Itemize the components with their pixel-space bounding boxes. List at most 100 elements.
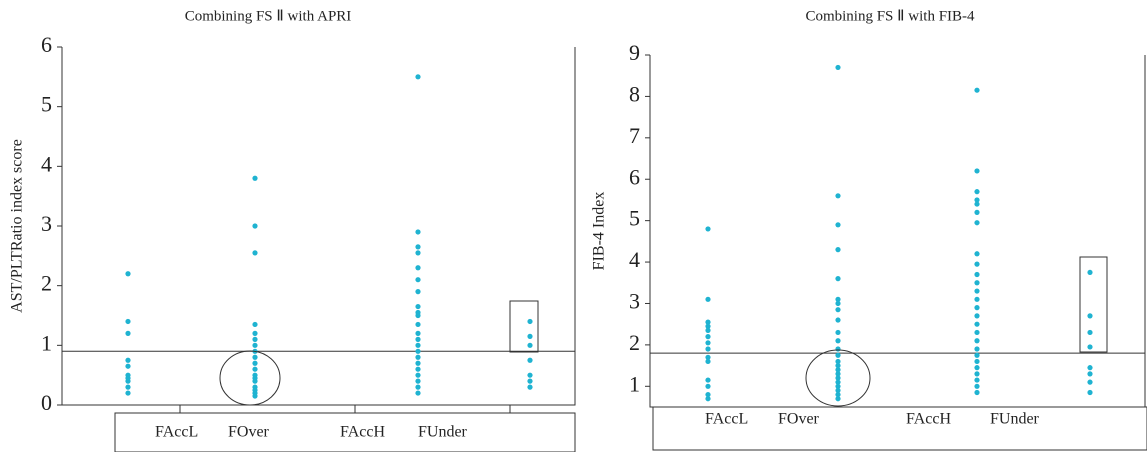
point bbox=[415, 74, 421, 80]
y-tick-label: 3 bbox=[41, 211, 52, 236]
highlight-ellipse bbox=[805, 349, 871, 407]
point bbox=[835, 346, 841, 352]
point bbox=[415, 336, 421, 342]
point bbox=[835, 387, 841, 394]
point bbox=[705, 334, 711, 340]
point bbox=[974, 313, 980, 319]
highlight-box bbox=[1079, 256, 1108, 353]
point bbox=[835, 396, 841, 402]
point bbox=[974, 383, 980, 389]
point bbox=[974, 296, 980, 302]
point bbox=[705, 377, 711, 383]
category-label: FUnder bbox=[990, 411, 1040, 428]
point bbox=[835, 362, 841, 369]
point bbox=[252, 360, 258, 366]
point bbox=[415, 250, 421, 256]
point bbox=[705, 327, 711, 333]
category-label: FOver bbox=[778, 411, 820, 428]
point bbox=[835, 375, 841, 381]
point bbox=[974, 321, 980, 327]
point bbox=[252, 223, 258, 229]
point bbox=[705, 296, 711, 302]
point bbox=[415, 384, 421, 390]
chart-title: Combining FS Ⅱ with FIB-4 bbox=[805, 8, 975, 24]
point bbox=[835, 352, 841, 358]
point bbox=[1087, 389, 1093, 396]
point bbox=[974, 280, 980, 286]
point bbox=[415, 378, 421, 384]
point bbox=[835, 247, 841, 253]
y-tick-label: 2 bbox=[41, 271, 52, 296]
point bbox=[974, 352, 980, 358]
y-tick-label: 3 bbox=[629, 289, 640, 314]
point bbox=[974, 220, 980, 226]
point bbox=[252, 250, 258, 256]
point bbox=[974, 189, 980, 195]
y-axis-label: AST/PLTRatio index score bbox=[9, 139, 26, 313]
point bbox=[527, 333, 533, 339]
y-tick-label: 7 bbox=[629, 123, 640, 148]
point bbox=[974, 389, 980, 396]
point bbox=[1087, 269, 1093, 276]
highlight-ellipse bbox=[219, 350, 281, 406]
point bbox=[974, 209, 980, 215]
point bbox=[415, 354, 421, 360]
category-label: FOver bbox=[228, 424, 270, 441]
point bbox=[835, 367, 841, 373]
category-label: FAccH bbox=[906, 411, 951, 428]
y-tick-label: 2 bbox=[629, 330, 640, 355]
point bbox=[835, 317, 841, 323]
point bbox=[974, 87, 980, 93]
point bbox=[974, 251, 980, 257]
point bbox=[705, 354, 711, 360]
point bbox=[415, 390, 421, 396]
y-tick-label: 0 bbox=[41, 390, 52, 415]
y-tick-label: 1 bbox=[629, 371, 640, 396]
point bbox=[125, 330, 131, 336]
point bbox=[835, 307, 841, 313]
point bbox=[125, 378, 131, 384]
point bbox=[415, 372, 421, 378]
category-label: FUnder bbox=[418, 424, 468, 441]
label-box bbox=[114, 412, 576, 452]
y-tick-label: 4 bbox=[41, 151, 52, 176]
point bbox=[974, 365, 980, 371]
point bbox=[415, 289, 421, 295]
point bbox=[252, 342, 258, 348]
point bbox=[125, 318, 131, 325]
point bbox=[252, 321, 258, 328]
point bbox=[125, 357, 131, 363]
point bbox=[705, 346, 711, 352]
point bbox=[974, 377, 980, 383]
point bbox=[415, 277, 421, 283]
point bbox=[415, 303, 421, 310]
point bbox=[705, 319, 711, 325]
point bbox=[974, 346, 980, 352]
point bbox=[835, 383, 841, 389]
chart-title: Combining FS Ⅱ with APRI bbox=[185, 8, 352, 24]
y-axis-label: FIB-4 Index bbox=[591, 192, 608, 271]
label-box bbox=[652, 406, 1147, 451]
point bbox=[974, 338, 980, 344]
category-label: FAccH bbox=[340, 424, 385, 441]
point bbox=[415, 348, 421, 354]
point bbox=[415, 366, 421, 372]
y-tick-label: 5 bbox=[629, 206, 640, 231]
point bbox=[252, 366, 258, 372]
y-tick-label: 6 bbox=[629, 164, 640, 189]
highlight-box bbox=[509, 300, 539, 353]
point bbox=[415, 244, 421, 250]
point bbox=[705, 396, 711, 402]
point bbox=[835, 338, 841, 344]
point bbox=[415, 265, 421, 271]
y-tick-label: 9 bbox=[629, 40, 640, 65]
point bbox=[835, 391, 841, 398]
point bbox=[415, 360, 421, 366]
point bbox=[835, 329, 841, 336]
point bbox=[1087, 329, 1093, 336]
point bbox=[252, 336, 258, 342]
point bbox=[974, 197, 980, 203]
plot-frame bbox=[649, 55, 1146, 408]
point bbox=[1087, 344, 1093, 350]
point bbox=[705, 383, 711, 389]
